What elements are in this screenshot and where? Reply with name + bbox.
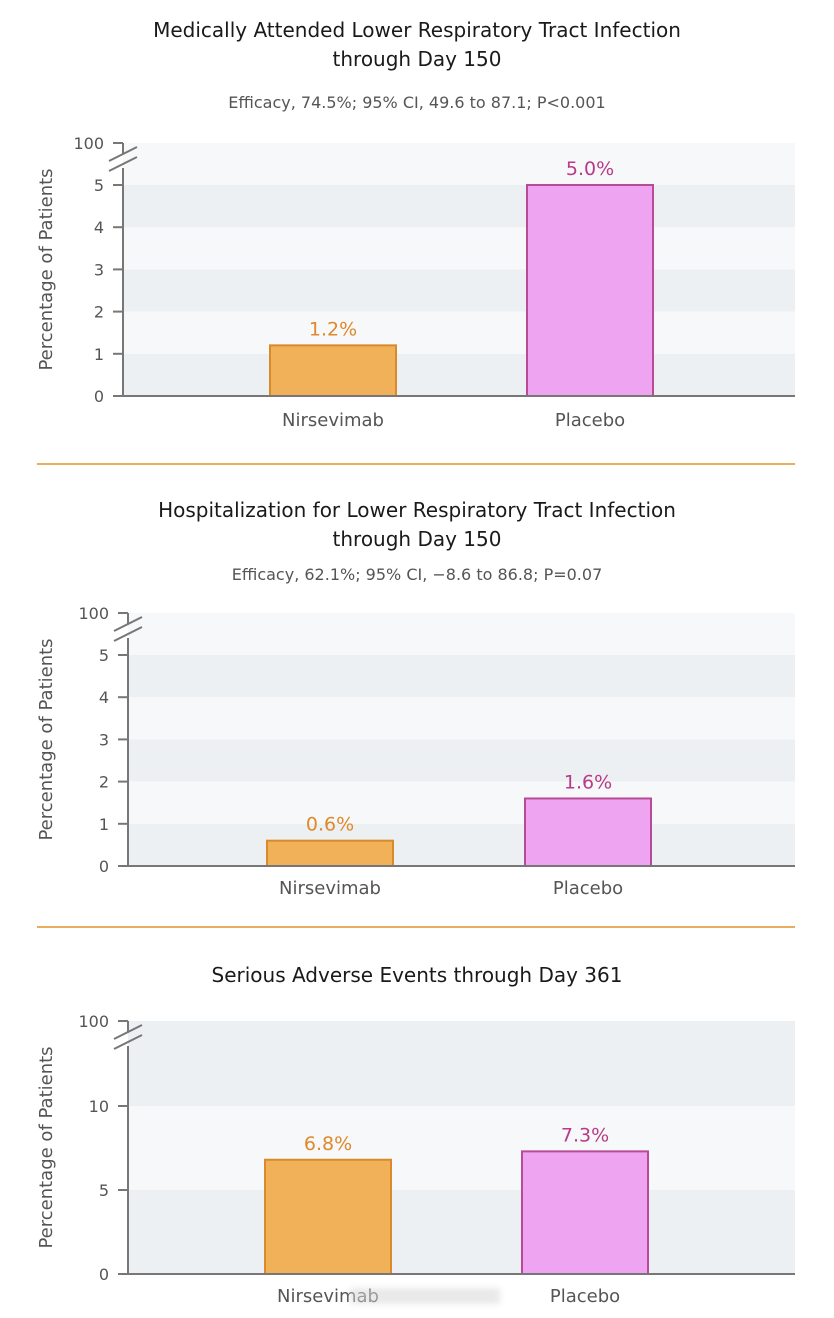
chart-2-y-tick-label: 4 [99,688,109,707]
chart-2-y-tick-label: 5 [99,646,109,665]
chart-3: 6.8%Nirsevimab7.3%Placebo0510100Percenta… [36,1012,795,1307]
chart-1-bar-nirsevimab [269,344,397,397]
chart-2-band [128,823,795,866]
chart-2-y-tick-label: 2 [99,773,109,792]
chart-1: 1.2% Nirsevimab 5.0% Placebo 0 1 2 3 4 5 100 Percen… [36,134,795,430]
chart-3-axis-break-mark [113,1034,143,1050]
chart-2-band [128,739,795,782]
chart-1-band [123,311,795,354]
chart-3-y-tick-label: 10 [89,1097,109,1116]
chart-3-title: Serious Adverse Events through Day 361 [0,961,834,990]
chart-2-category-label-placebo: Placebo [553,878,623,899]
divider-1 [37,463,795,465]
chart-2: 0.6% Nirsevimab 1.6% Placebo 0 1 2 3 4 5 100 Percen… [36,604,795,899]
chart-2-category-label-nirsevimab: Nirsevimab [279,878,381,899]
chart-3-title-line-1: Serious Adverse Events through Day 361 [211,963,623,987]
chart-1-subtitle: Efficacy, 74.5%; 95% CI, 49.6 to 87.1; P… [228,93,606,112]
chart-1-y-tick-label: 3 [94,260,104,279]
chart-1-value-label-placebo: 5.0% [566,158,614,180]
chart-1-bar-placebo [526,184,654,397]
chart-1-band [123,185,795,228]
chart-2-band [128,655,795,698]
chart-3-band-top [128,1021,795,1106]
chart-3-band [128,1190,795,1274]
chart-2-value-label-placebo: 1.6% [564,771,612,793]
chart-2-y-tick-label: 1 [99,815,109,834]
chart-2-title-line-2: through Day 150 [332,527,502,551]
chart-3-y-tick-label: 5 [99,1181,109,1200]
chart-3-y-axis-label: Percentage of Patients [36,1046,57,1248]
chart-1-category-label-placebo: Placebo [555,410,625,430]
chart-1-title-line-1: Medically Attended Lower Respiratory Tra… [153,18,681,42]
chart-3-value-label-nirsevimab: 6.8% [304,1133,352,1155]
chart-1-band [123,353,795,396]
chart-1-band [123,269,795,312]
chart-3-bar-nirsevimab [264,1158,392,1275]
chart-3-band [128,1106,795,1190]
chart-3-value-label-placebo: 7.3% [561,1124,609,1146]
divider-2 [37,926,795,928]
chart-2-band [128,697,795,740]
chart-1-band-top [123,143,795,185]
redaction-smudge [350,1288,500,1304]
chart-1-y-tick-label-100: 100 [73,134,104,153]
chart-2-title-line-1: Hospitalization for Lower Respiratory Tr… [158,498,676,522]
chart-3-y-tick-label-100: 100 [78,1012,109,1031]
chart-2-subtitle: Efficacy, 62.1%; 95% CI, −8.6 to 86.8; P… [231,565,603,584]
chart-1-title: Medically Attended Lower Respiratory Tra… [0,16,834,74]
chart-2-y-tick-label: 0 [99,857,109,876]
chart-2-band [128,781,795,824]
chart-2-band-top [128,613,795,655]
chart-1-value-label-nirsevimab: 1.2% [309,318,357,340]
chart-1-y-tick-label: 1 [94,345,104,364]
chart-2-axis-break-mark [113,626,143,642]
chart-3-category-label-placebo: Placebo [550,1286,620,1307]
chart-2-bar-placebo [524,797,652,867]
chart-1-band [123,227,795,270]
chart-1-axis-break-mark [108,156,138,172]
chart-2-bar-nirsevimab [266,839,394,867]
chart-1-y-axis-label: Percentage of Patients [36,168,57,370]
chart-3-y-tick-label: 0 [99,1265,109,1284]
chart-1-title-line-2: through Day 150 [332,47,502,71]
chart-2-y-tick-label: 3 [99,730,109,749]
chart-2-y-tick-label-100: 100 [78,604,109,623]
chart-1-y-tick-label: 5 [94,176,104,195]
chart-1-category-label-nirsevimab: Nirsevimab [282,410,384,430]
chart-2-value-label-nirsevimab: 0.6% [306,814,354,836]
chart-3-bar-placebo [521,1150,649,1275]
chart-1-y-tick-label: 4 [94,218,104,237]
chart-3-axis-break-mark [113,1024,143,1040]
chart-2-y-axis-label: Percentage of Patients [36,638,57,840]
chart-1-axis-break-mark [108,146,138,162]
chart-2-axis-break-mark [113,616,143,632]
chart-1-y-tick-label: 2 [94,303,104,322]
chart-2-title: Hospitalization for Lower Respiratory Tr… [0,496,834,554]
chart-1-y-tick-label: 0 [94,387,104,406]
